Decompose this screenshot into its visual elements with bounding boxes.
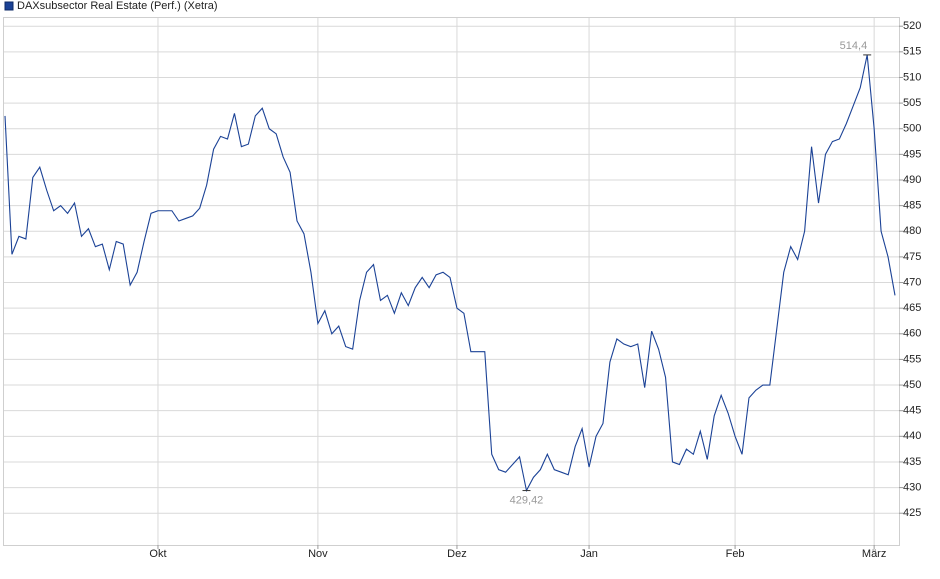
extreme-label: 514,4 [840,40,868,52]
plot-frame [3,17,900,546]
y-tick-label: 460 [903,328,921,340]
y-tick-label: 495 [903,148,921,160]
x-tick-label: Jan [580,548,598,560]
y-tick-label: 485 [903,200,921,212]
legend-label: DAXsubsector Real Estate (Perf.) (Xetra) [17,0,218,12]
y-tick-label: 475 [903,251,921,263]
extreme-label: 429,42 [510,494,544,506]
y-tick-label: 425 [903,507,921,519]
y-tick-label: 440 [903,430,921,442]
y-tick-label: 515 [903,46,921,58]
x-tick-label: Okt [149,548,166,560]
y-tick-label: 430 [903,481,921,493]
x-tick-label: Feb [726,548,745,560]
x-tick-label: Dez [447,548,467,560]
y-tick-label: 510 [903,71,921,83]
y-tick-label: 470 [903,276,921,288]
y-tick-label: 520 [903,20,921,32]
legend-swatch [4,1,14,11]
y-tick-label: 490 [903,174,921,186]
y-tick-label: 465 [903,302,921,314]
x-tick-label: März [862,548,886,560]
y-tick-label: 455 [903,353,921,365]
x-tick-label: Nov [308,548,328,560]
y-tick-label: 450 [903,379,921,391]
y-tick-label: 435 [903,456,921,468]
price-line [4,54,896,493]
y-tick-label: 480 [903,225,921,237]
y-tick-label: 505 [903,97,921,109]
y-tick-label: 445 [903,405,921,417]
y-tick-label: 500 [903,123,921,135]
